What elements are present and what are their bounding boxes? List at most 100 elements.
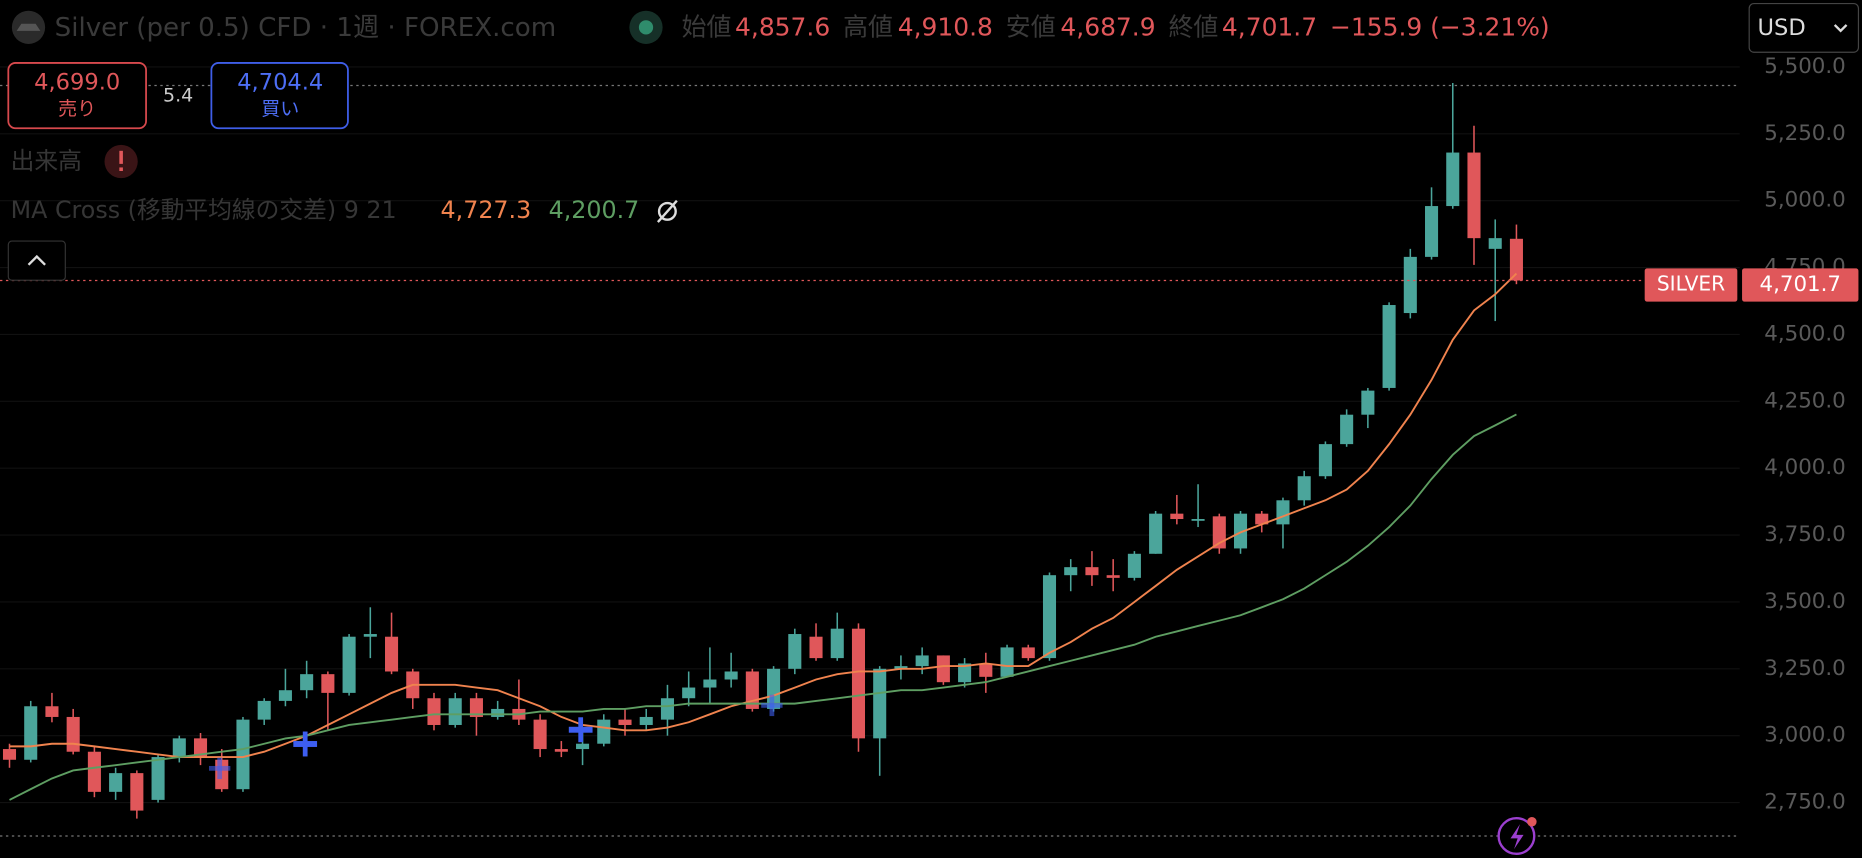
signal-markers (209, 694, 783, 780)
candle-body (1127, 553, 1141, 578)
ma-line (9, 272, 1518, 759)
candle-body (109, 773, 123, 792)
candle-body (66, 716, 80, 752)
warning-glyph (119, 167, 123, 172)
candle-body (576, 743, 590, 750)
candle-body (724, 671, 738, 680)
candle-body (1318, 444, 1332, 477)
candle-body (554, 749, 568, 752)
candle-body (682, 687, 696, 699)
candle-body (1149, 513, 1163, 554)
market-status-dot (638, 20, 654, 35)
ma-slow-value: 4,200.7 (549, 196, 640, 224)
currency-select[interactable] (1748, 2, 1860, 53)
candle-body (491, 708, 505, 717)
candle-body (1509, 238, 1523, 281)
candle-body (1488, 238, 1502, 249)
candle-body (1425, 206, 1439, 257)
notification-dot (1527, 817, 1537, 827)
price-tag-name-box (1644, 268, 1738, 302)
y-tick-label: 3,250.0 (1764, 656, 1846, 681)
dropdown-chevron (1833, 24, 1848, 33)
candle-body (87, 751, 101, 792)
candle-body (1382, 305, 1396, 388)
y-tick-label: 5,250.0 (1764, 121, 1846, 146)
volume-label[interactable]: 出来高 (11, 147, 82, 175)
candle-body (130, 773, 144, 811)
ma-label[interactable]: MA Cross (移動平均線の交差) 9 21 (11, 196, 397, 224)
y-tick-label: 5,000.0 (1764, 188, 1846, 213)
candle-body (894, 666, 908, 669)
candle-body (448, 698, 462, 725)
candle-body (385, 636, 399, 672)
y-tick-label: 3,500.0 (1764, 589, 1846, 614)
buy-price: 4,704.4 (237, 70, 323, 96)
candle-body (1403, 256, 1417, 314)
candle-body (915, 655, 929, 667)
y-tick-label: 5,500.0 (1764, 54, 1846, 79)
change-value: −155.9 (−3.21%) (1330, 13, 1550, 42)
y-tick-label: 4,250.0 (1764, 388, 1846, 413)
candle-body (321, 674, 335, 693)
sell-price: 4,699.0 (34, 70, 120, 96)
candle-body (45, 706, 59, 717)
candle-body (1255, 513, 1269, 525)
candle-body (1297, 476, 1311, 501)
candle-body (597, 719, 611, 744)
symbol-icon-glyph (16, 23, 41, 31)
ohlc-value: 4,910.8 (898, 13, 993, 42)
sell-button[interactable] (7, 62, 147, 130)
candle-body (469, 698, 483, 717)
candle-body (300, 674, 314, 691)
candle-body (958, 663, 972, 683)
warning-glyph (119, 150, 123, 164)
candle-body (193, 738, 208, 758)
y-tick-label: 3,750.0 (1764, 522, 1846, 547)
buy-button[interactable] (210, 62, 349, 130)
candle-body (936, 655, 950, 683)
candle-body (257, 700, 271, 720)
ohlc-label: 安値 (1006, 13, 1056, 42)
spread: 5.4 (163, 85, 193, 107)
candle-body (1191, 519, 1205, 521)
candle-body (1361, 390, 1375, 415)
candle-body (1000, 647, 1014, 677)
price-tag-value: 4,701.7 (1759, 272, 1841, 297)
candle-body (788, 634, 802, 669)
price-tag-name: SILVER (1657, 272, 1725, 296)
candle-body (851, 628, 866, 739)
candle-body (1340, 414, 1354, 445)
candle-body (1106, 575, 1120, 578)
y-tick-label: 3,000.0 (1764, 723, 1846, 748)
ohlc-label: 高値 (843, 13, 893, 42)
candle-body (703, 679, 717, 688)
candle-body (24, 706, 38, 760)
y-tick-label: 2,750.0 (1764, 790, 1846, 815)
candle-body (660, 698, 674, 720)
candle-body (1085, 567, 1099, 576)
lightning-glyph (1510, 824, 1524, 850)
symbol-title[interactable]: Silver (per 0.5) CFD · 1週 · FOREX.com (55, 13, 557, 43)
candle-body (363, 634, 377, 637)
hide-icon[interactable] (657, 201, 677, 221)
candle-body (236, 719, 250, 790)
candle-body (979, 663, 993, 677)
y-tick-label: 4,000.0 (1764, 455, 1846, 480)
candle-body (1276, 500, 1290, 525)
ohlc-label: 終値 (1169, 13, 1219, 42)
candle-body (2, 749, 17, 760)
y-tick-label: 4,500.0 (1764, 321, 1846, 346)
plot (0, 83, 1645, 819)
candle-body (873, 668, 887, 739)
collapse-button[interactable] (7, 240, 66, 281)
candle-body (427, 698, 441, 725)
candle-body (151, 757, 165, 800)
candle-body (809, 636, 823, 659)
candle-body (533, 719, 547, 750)
candle-body (639, 716, 653, 725)
price-tag-value-box (1742, 268, 1859, 302)
candle-body (1446, 152, 1460, 207)
buy-label: 買い (261, 98, 299, 120)
candle-body (618, 719, 632, 725)
